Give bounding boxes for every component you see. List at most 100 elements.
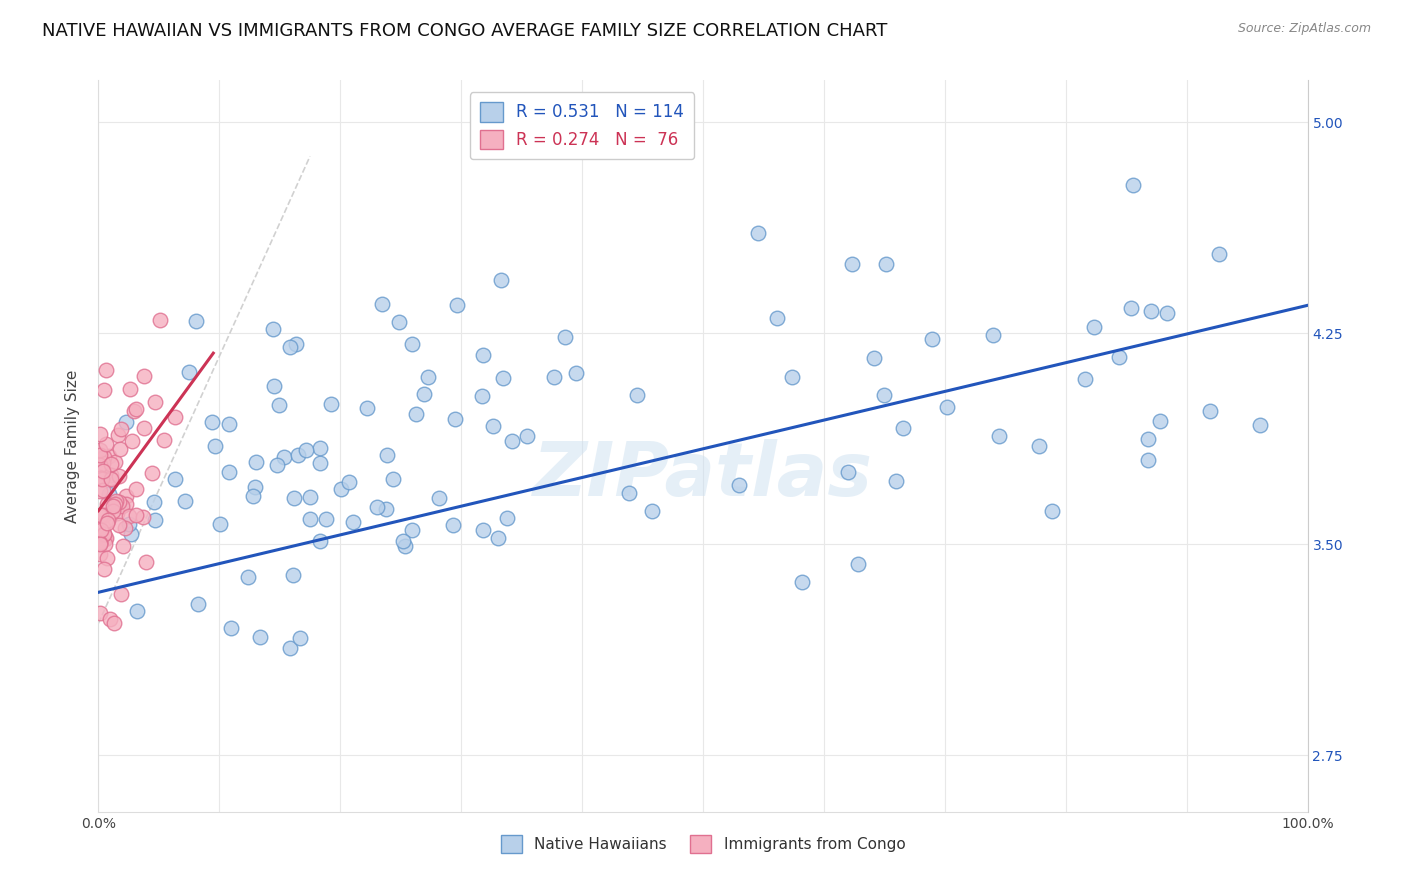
Point: [89, 536, 111, 550]
Point: [245, 455, 267, 469]
Point: [132, 421, 155, 435]
Point: [1208, 247, 1230, 261]
Point: [87, 452, 110, 467]
Point: [872, 387, 894, 401]
Point: [118, 382, 141, 396]
Point: [342, 515, 364, 529]
Point: [243, 480, 266, 494]
Point: [356, 401, 378, 416]
Point: [96, 516, 118, 531]
Point: [135, 555, 157, 569]
Point: [163, 472, 186, 486]
Point: [405, 407, 427, 421]
Point: [115, 415, 138, 429]
Point: [846, 558, 869, 572]
Point: [263, 379, 285, 393]
Point: [472, 348, 495, 362]
Point: [93, 508, 115, 523]
Point: [221, 621, 243, 635]
Point: [374, 501, 396, 516]
Point: [1156, 305, 1178, 319]
Point: [96, 497, 118, 511]
Point: [98, 471, 121, 485]
Point: [184, 314, 207, 328]
Point: [89, 534, 111, 549]
Point: [89, 607, 111, 621]
Point: [93, 383, 115, 397]
Point: [427, 491, 450, 505]
Point: [893, 421, 915, 435]
Point: [218, 417, 240, 431]
Point: [394, 540, 416, 554]
Point: [97, 513, 120, 527]
Point: [747, 227, 769, 241]
Point: [1136, 432, 1159, 446]
Point: [127, 604, 149, 618]
Point: [418, 370, 440, 384]
Point: [209, 516, 232, 531]
Point: [641, 504, 664, 518]
Point: [1074, 371, 1097, 385]
Point: [97, 486, 120, 500]
Text: NATIVE HAWAIIAN VS IMMIGRANTS FROM CONGO AVERAGE FAMILY SIZE CORRELATION CHART: NATIVE HAWAIIAN VS IMMIGRANTS FROM CONGO…: [42, 22, 887, 40]
Point: [105, 494, 128, 508]
Point: [486, 531, 509, 545]
Point: [278, 641, 301, 656]
Point: [120, 526, 142, 541]
Point: [236, 570, 259, 584]
Point: [1040, 504, 1063, 518]
Point: [89, 547, 111, 561]
Point: [554, 330, 576, 344]
Point: [370, 297, 392, 311]
Point: [471, 389, 494, 403]
Point: [89, 465, 111, 479]
Point: [114, 497, 136, 511]
Point: [105, 506, 128, 520]
Point: [1149, 414, 1171, 428]
Point: [298, 511, 321, 525]
Point: [114, 489, 136, 503]
Point: [309, 457, 332, 471]
Point: [93, 483, 115, 498]
Point: [100, 457, 122, 471]
Point: [401, 523, 423, 537]
Point: [101, 499, 124, 513]
Point: [89, 426, 111, 441]
Point: [1199, 403, 1222, 417]
Point: [1083, 320, 1105, 334]
Point: [728, 478, 751, 492]
Point: [89, 483, 111, 498]
Point: [242, 490, 264, 504]
Point: [104, 455, 127, 469]
Point: [141, 466, 163, 480]
Point: [91, 472, 114, 486]
Point: [443, 412, 465, 426]
Point: [309, 442, 332, 456]
Point: [875, 257, 897, 271]
Point: [862, 351, 884, 365]
Point: [446, 297, 468, 311]
Point: [163, 409, 186, 424]
Point: [273, 450, 295, 464]
Point: [174, 493, 197, 508]
Point: [1249, 418, 1271, 433]
Point: [93, 526, 115, 541]
Point: [96, 551, 118, 566]
Point: [266, 458, 288, 472]
Point: [94, 436, 117, 450]
Point: [100, 472, 122, 486]
Point: [884, 474, 907, 488]
Point: [121, 434, 143, 448]
Point: [492, 371, 515, 385]
Point: [619, 485, 641, 500]
Point: [765, 310, 787, 325]
Point: [89, 443, 111, 458]
Point: [125, 482, 148, 496]
Point: [988, 429, 1011, 443]
Point: [1122, 178, 1144, 192]
Point: [308, 533, 330, 548]
Point: [201, 415, 224, 429]
Point: [249, 630, 271, 644]
Point: [329, 483, 352, 497]
Point: [218, 465, 240, 479]
